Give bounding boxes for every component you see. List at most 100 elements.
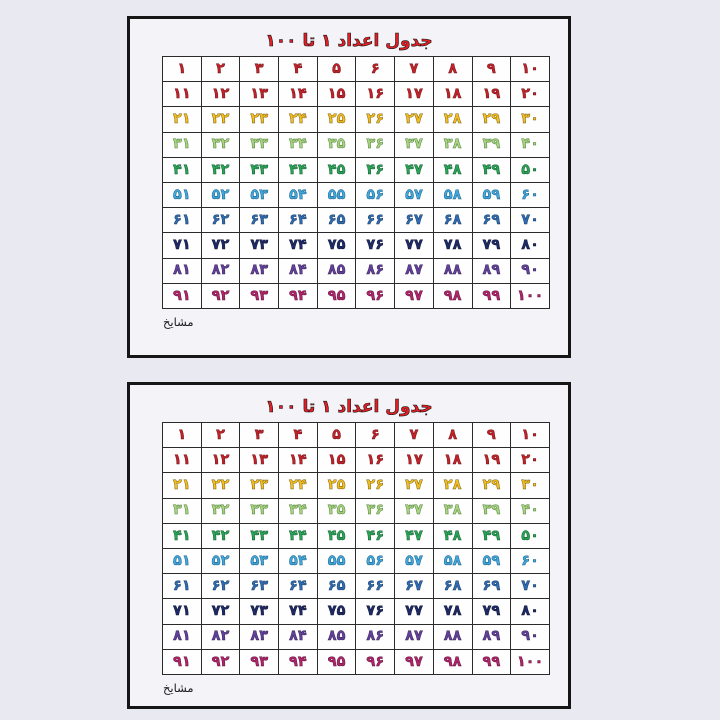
number-cell: ۹۷	[394, 282, 434, 310]
number-cell: ۶۰	[510, 547, 550, 575]
number-cell: ۴۱	[162, 156, 202, 183]
number-cell: ۵۱	[162, 181, 202, 209]
number-cell: ۹۸	[432, 648, 473, 676]
number-cell: ۵۷	[394, 181, 434, 209]
number-row: ۱ ۲ ۳ ۴ ۵ ۶ ۷ ۸ ۹ ۱۰	[162, 421, 550, 449]
number-cell: ۱۲	[200, 447, 241, 474]
number-cell: ۵۵	[316, 181, 357, 209]
number-cell: ۵	[316, 55, 357, 83]
number-cell: ۱۳	[239, 81, 280, 108]
number-cell: ۹۸	[432, 282, 473, 310]
number-row: ۹۱ ۹۲ ۹۳ ۹۴ ۹۵ ۹۶ ۹۷ ۹۸ ۹۹ ۱۰۰	[162, 648, 550, 676]
number-row: ۷۱ ۷۲ ۷۳ ۷۴ ۷۵ ۷۶ ۷۷ ۷۸ ۷۹ ۸۰	[162, 598, 550, 625]
number-cell: ۳۲	[200, 497, 241, 524]
panel-title: جدول اعداد ۱ تا ۱۰۰	[265, 397, 433, 418]
number-cell: ۴۴	[278, 156, 318, 183]
number-cell: ۱۲	[200, 81, 241, 108]
number-cell: ۸۵	[316, 257, 357, 284]
number-cell: ۶۲	[200, 207, 241, 234]
number-cell: ۲۲	[200, 472, 241, 499]
number-cell: ۶۹	[471, 573, 512, 600]
number-cell: ۵۰	[510, 156, 550, 183]
number-cell: ۳۴	[278, 497, 318, 524]
number-cell: ۶۰	[510, 181, 550, 209]
number-cell: ۶	[355, 55, 396, 83]
number-cell: ۸۴	[278, 257, 318, 284]
number-cell: ۵۰	[510, 522, 550, 549]
number-row: ۲۱ ۲۲ ۲۳ ۲۴ ۲۵ ۲۶ ۲۷ ۲۸ ۲۹ ۳۰	[162, 472, 550, 499]
number-cell: ۴۶	[355, 156, 396, 183]
number-cell: ۲۱	[162, 106, 202, 133]
number-cell: ۹۰	[510, 257, 550, 284]
number-cell: ۷۴	[278, 598, 318, 625]
number-cell: ۲۴	[278, 106, 318, 133]
number-cell: ۸۷	[394, 257, 434, 284]
number-cell: ۴۴	[278, 522, 318, 549]
number-cell: ۱	[162, 55, 202, 83]
number-cell: ۵۶	[355, 181, 396, 209]
number-cell: ۱۸	[432, 447, 473, 474]
number-cell: ۱۵	[316, 447, 357, 474]
number-cell: ۹۵	[316, 648, 357, 676]
number-cell: ۴۰	[510, 497, 550, 524]
number-cell: ۲۷	[394, 106, 434, 133]
number-cell: ۴۷	[394, 522, 434, 549]
number-cell: ۳۵	[316, 497, 357, 524]
number-row: ۳۱ ۳۲ ۳۳ ۳۴ ۳۵ ۳۶ ۳۷ ۳۸ ۳۹ ۴۰	[162, 497, 550, 524]
number-cell: ۸	[432, 421, 473, 449]
number-cell: ۴۳	[239, 522, 280, 549]
number-cell: ۲۰	[510, 447, 550, 474]
number-cell: ۲۳	[239, 472, 280, 499]
number-cell: ۵۴	[278, 181, 318, 209]
number-cell: ۳۸	[432, 497, 473, 524]
number-cell: ۴۳	[239, 156, 280, 183]
number-cell: ۴	[278, 421, 318, 449]
number-cell: ۳۰	[510, 472, 550, 499]
number-row: ۱۱ ۱۲ ۱۳ ۱۴ ۱۵ ۱۶ ۱۷ ۱۸ ۱۹ ۲۰	[162, 81, 550, 108]
number-cell: ۳۶	[355, 497, 396, 524]
number-cell: ۲۱	[162, 472, 202, 499]
number-cell: ۹۹	[471, 648, 512, 676]
number-cell: ۷۷	[394, 598, 434, 625]
number-cell: ۵۳	[239, 547, 280, 575]
number-cell: ۶۲	[200, 573, 241, 600]
number-cell: ۳۹	[471, 497, 512, 524]
number-chart-card-top: جدول اعداد ۱ تا ۱۰۰ ۱ ۲ ۳ ۴ ۵ ۶ ۷ ۸ ۹ ۱۰ ۱۱ ۱۲ ۱۳ ۱۴ ۱…	[127, 16, 571, 358]
number-cell: ۹۳	[239, 648, 280, 676]
number-cell: ۷۶	[355, 598, 396, 625]
number-cell: ۲۴	[278, 472, 318, 499]
number-cell: ۸۰	[510, 598, 550, 625]
number-cell: ۹۱	[162, 648, 202, 676]
number-cell: ۹۴	[278, 648, 318, 676]
number-cell: ۴۹	[471, 522, 512, 549]
number-row: ۸۱ ۸۲ ۸۳ ۸۴ ۸۵ ۸۶ ۸۷ ۸۸ ۸۹ ۹۰	[162, 257, 550, 284]
number-cell: ۸۷	[394, 623, 434, 650]
number-row: ۴۱ ۴۲ ۴۳ ۴۴ ۴۵ ۴۶ ۴۷ ۴۸ ۴۹ ۵۰	[162, 156, 550, 183]
number-row: ۷۱ ۷۲ ۷۳ ۷۴ ۷۵ ۷۶ ۷۷ ۷۸ ۷۹ ۸۰	[162, 232, 550, 259]
number-cell: ۳	[239, 421, 280, 449]
number-cell: ۲۹	[471, 472, 512, 499]
number-cell: ۷۴	[278, 232, 318, 259]
number-cell: ۹۵	[316, 282, 357, 310]
number-cell: ۵۳	[239, 181, 280, 209]
number-cell: ۷۹	[471, 232, 512, 259]
number-cell: ۳۹	[471, 131, 512, 158]
number-cell: ۱۵	[316, 81, 357, 108]
number-cell: ۸۹	[471, 623, 512, 650]
number-cell: ۸	[432, 55, 473, 83]
number-cell: ۱۱	[162, 81, 202, 108]
number-cell: ۴۸	[432, 156, 473, 183]
number-cell: ۶۱	[162, 573, 202, 600]
number-cell: ۶۴	[278, 207, 318, 234]
number-row: ۱ ۲ ۳ ۴ ۵ ۶ ۷ ۸ ۹ ۱۰	[162, 55, 550, 83]
number-cell: ۷۶	[355, 232, 396, 259]
number-cell: ۸۱	[162, 623, 202, 650]
number-cell: ۵۹	[471, 181, 512, 209]
number-cell: ۲	[200, 55, 241, 83]
number-chart-card-bottom: جدول اعداد ۱ تا ۱۰۰ ۱ ۲ ۳ ۴ ۵ ۶ ۷ ۸ ۹ ۱۰ ۱۱ ۱۲ ۱۳ ۱۴ ۱…	[127, 382, 571, 709]
number-cell: ۲۵	[316, 106, 357, 133]
number-cell: ۲۰	[510, 81, 550, 108]
publisher-signature: مشایخ	[163, 681, 194, 695]
number-cell: ۱۷	[394, 447, 434, 474]
numbers-table: ۱ ۲ ۳ ۴ ۵ ۶ ۷ ۸ ۹ ۱۰ ۱۱ ۱۲ ۱۳ ۱۴ ۱۵ ۱۶ ۱۷ ۱۸ ۱۹ ۲۰ ۲۱ ۲۲ ۲۳ ۲۴ ۲…	[162, 421, 550, 676]
